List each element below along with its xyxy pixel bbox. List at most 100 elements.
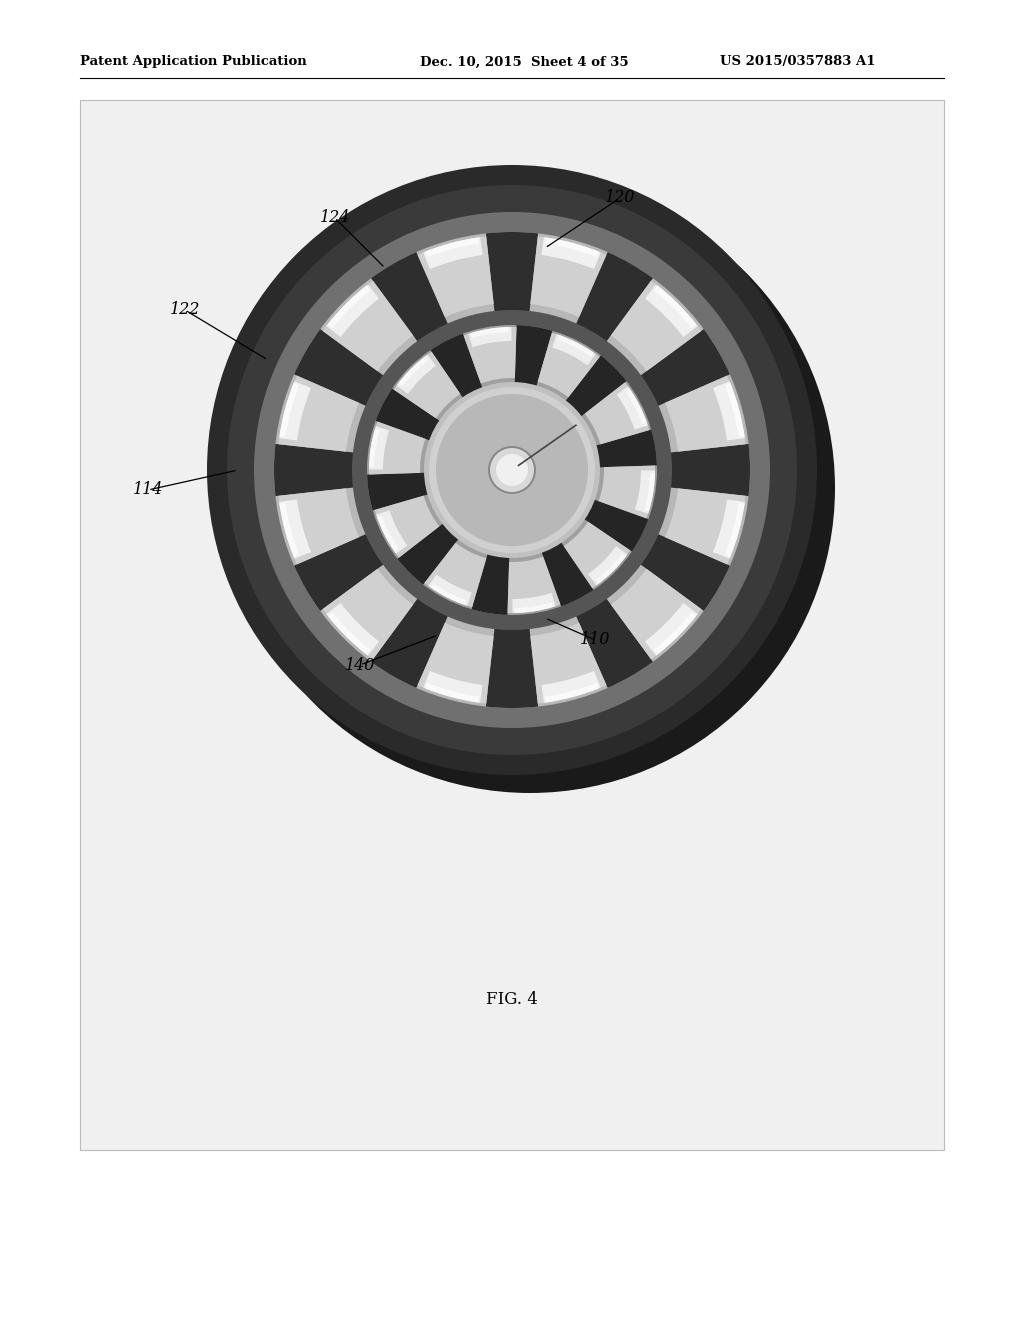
- Wedge shape: [635, 470, 655, 513]
- Wedge shape: [398, 356, 429, 387]
- Text: 120: 120: [605, 190, 635, 206]
- Wedge shape: [471, 549, 509, 615]
- Wedge shape: [645, 603, 697, 656]
- Wedge shape: [552, 334, 596, 366]
- Text: FIG. 4: FIG. 4: [486, 991, 538, 1008]
- Wedge shape: [294, 329, 385, 407]
- Wedge shape: [396, 355, 436, 393]
- Wedge shape: [645, 284, 697, 337]
- Wedge shape: [668, 444, 750, 496]
- Wedge shape: [542, 671, 601, 702]
- Wedge shape: [424, 543, 486, 607]
- Text: 140: 140: [345, 656, 375, 673]
- Wedge shape: [575, 252, 653, 343]
- Wedge shape: [563, 355, 627, 420]
- Wedge shape: [428, 574, 472, 606]
- Wedge shape: [328, 612, 370, 655]
- Wedge shape: [423, 238, 482, 269]
- Wedge shape: [430, 334, 484, 401]
- Circle shape: [225, 183, 835, 793]
- Text: 114: 114: [133, 482, 163, 499]
- Wedge shape: [369, 421, 425, 474]
- Circle shape: [490, 447, 534, 492]
- Wedge shape: [545, 238, 599, 257]
- Circle shape: [207, 165, 817, 775]
- Text: 110: 110: [580, 631, 610, 648]
- Wedge shape: [508, 557, 560, 612]
- Wedge shape: [654, 612, 696, 655]
- Circle shape: [227, 185, 797, 755]
- Wedge shape: [393, 351, 461, 418]
- Wedge shape: [585, 383, 649, 445]
- Wedge shape: [530, 623, 606, 704]
- Wedge shape: [323, 569, 413, 660]
- Wedge shape: [294, 533, 385, 611]
- Wedge shape: [616, 387, 648, 430]
- Text: Dec. 10, 2015  Sheet 4 of 35: Dec. 10, 2015 Sheet 4 of 35: [420, 55, 629, 69]
- Circle shape: [496, 454, 528, 486]
- Wedge shape: [423, 671, 482, 702]
- Wedge shape: [328, 285, 370, 329]
- Wedge shape: [471, 327, 509, 338]
- Wedge shape: [626, 388, 647, 425]
- Wedge shape: [665, 376, 745, 451]
- Wedge shape: [595, 553, 626, 583]
- Wedge shape: [425, 682, 479, 702]
- Wedge shape: [540, 539, 594, 606]
- Wedge shape: [512, 593, 556, 612]
- Circle shape: [274, 232, 750, 708]
- Wedge shape: [575, 597, 653, 688]
- Wedge shape: [376, 388, 443, 442]
- Wedge shape: [367, 473, 432, 511]
- Wedge shape: [280, 383, 299, 437]
- FancyBboxPatch shape: [80, 100, 944, 1150]
- Wedge shape: [644, 473, 655, 511]
- Wedge shape: [280, 499, 311, 558]
- Wedge shape: [654, 285, 696, 329]
- Circle shape: [367, 325, 657, 615]
- Wedge shape: [369, 429, 380, 467]
- Wedge shape: [599, 466, 655, 519]
- Wedge shape: [274, 444, 356, 496]
- Wedge shape: [725, 503, 744, 557]
- Circle shape: [436, 393, 588, 546]
- Wedge shape: [418, 236, 494, 317]
- Wedge shape: [713, 381, 744, 441]
- Wedge shape: [485, 626, 539, 708]
- Wedge shape: [563, 521, 631, 589]
- Wedge shape: [611, 569, 701, 660]
- Circle shape: [488, 446, 536, 494]
- Wedge shape: [665, 488, 745, 565]
- Wedge shape: [280, 381, 311, 441]
- Text: 122: 122: [170, 301, 200, 318]
- Wedge shape: [369, 426, 389, 470]
- Wedge shape: [542, 238, 601, 269]
- Wedge shape: [713, 499, 744, 558]
- Wedge shape: [545, 682, 599, 702]
- Wedge shape: [639, 533, 730, 611]
- Wedge shape: [377, 515, 398, 552]
- Text: US 2015/0357883 A1: US 2015/0357883 A1: [720, 55, 876, 69]
- Wedge shape: [327, 603, 379, 656]
- Text: 124: 124: [319, 210, 350, 227]
- Wedge shape: [530, 236, 606, 317]
- Wedge shape: [371, 252, 449, 343]
- Wedge shape: [581, 498, 648, 552]
- Wedge shape: [611, 281, 701, 371]
- Wedge shape: [588, 546, 628, 585]
- Wedge shape: [725, 383, 744, 437]
- Wedge shape: [279, 376, 359, 451]
- Wedge shape: [279, 488, 359, 565]
- Wedge shape: [515, 602, 553, 612]
- Wedge shape: [538, 333, 600, 397]
- Wedge shape: [375, 496, 439, 557]
- Circle shape: [254, 213, 770, 729]
- Wedge shape: [327, 284, 379, 337]
- Wedge shape: [425, 238, 479, 257]
- Wedge shape: [430, 583, 467, 605]
- Wedge shape: [397, 521, 461, 585]
- Wedge shape: [468, 327, 512, 347]
- Wedge shape: [376, 511, 408, 553]
- Circle shape: [352, 310, 672, 630]
- Wedge shape: [557, 335, 594, 356]
